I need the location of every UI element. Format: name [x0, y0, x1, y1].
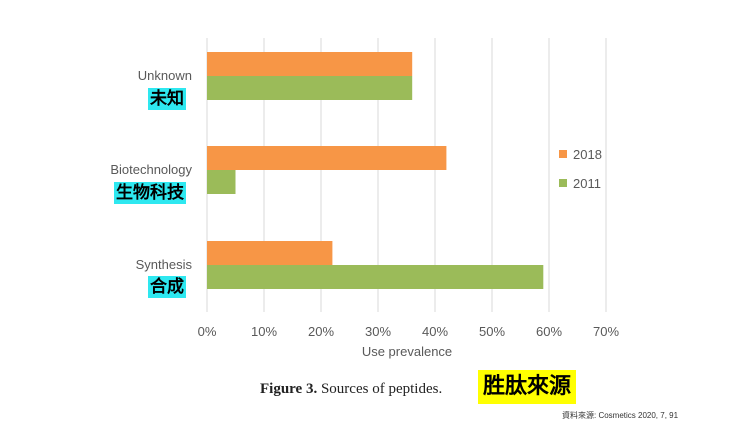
category-label: Synthesis [136, 257, 193, 272]
bar [207, 241, 333, 265]
legend-label: 2011 [573, 176, 601, 191]
x-axis-title: Use prevalence [362, 344, 452, 359]
x-tick-label: 10% [251, 324, 277, 339]
bar [207, 170, 236, 194]
bar [207, 76, 413, 100]
x-tick-label: 70% [593, 324, 619, 339]
legend-swatch [559, 150, 567, 158]
category-label-zh: 生物科技 [114, 182, 186, 204]
legend-label: 2018 [573, 147, 602, 162]
bar [207, 52, 413, 76]
x-tick-label: 40% [422, 324, 448, 339]
category-label-zh: 合成 [148, 276, 186, 298]
caption-label: Figure 3. [260, 381, 318, 397]
x-tick-label: 50% [479, 324, 505, 339]
x-tick-label: 0% [198, 324, 217, 339]
category-label: Unknown [138, 68, 192, 83]
category-label-zh: 未知 [148, 88, 186, 110]
legend-swatch [559, 179, 567, 187]
bar [207, 265, 544, 289]
category-label: Biotechnology [110, 162, 192, 177]
source-note: 資料來源: Cosmetics 2020, 7, 91 [562, 411, 679, 420]
chinese-title: 胜肽來源 [478, 370, 577, 404]
x-tick-label: 60% [536, 324, 562, 339]
x-tick-label: 20% [308, 324, 334, 339]
bar-chart: 0% 10% 20% 30% 40% 50% 60% 70% Use prevalence Unk… [110, 38, 619, 359]
figure-caption: Figure 3. Sources of peptides. [260, 381, 442, 398]
bar [207, 146, 447, 170]
x-tick-label: 30% [365, 324, 391, 339]
caption-text: Sources of peptides. [320, 381, 443, 397]
